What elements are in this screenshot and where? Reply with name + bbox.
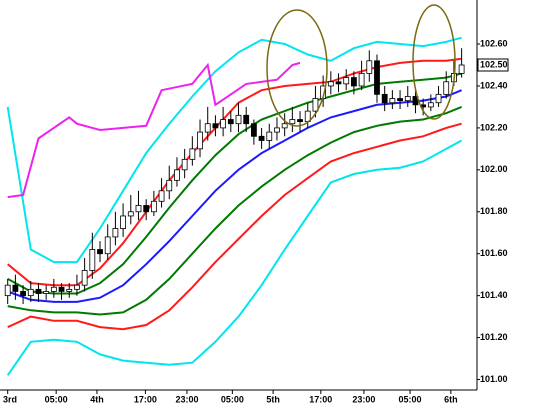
candle-body xyxy=(458,64,465,74)
candle-body xyxy=(158,190,165,202)
candle-body xyxy=(351,77,357,87)
candle-body xyxy=(135,205,142,213)
candle-body xyxy=(89,249,96,271)
candle-body xyxy=(258,135,265,141)
candle-body xyxy=(150,200,157,213)
x-tick-label: 17:00 xyxy=(309,394,332,404)
candle-body xyxy=(327,81,334,87)
candle-body xyxy=(104,236,111,255)
candle-body xyxy=(235,114,242,125)
candle-body xyxy=(366,60,373,74)
candle-body xyxy=(81,270,88,286)
candle-body xyxy=(58,286,65,292)
highlight-ellipse xyxy=(412,4,456,120)
candle-body xyxy=(127,211,134,217)
candle-body xyxy=(243,114,250,125)
candle-body xyxy=(381,93,388,104)
x-tick-label: 4th xyxy=(90,394,104,404)
candle-body xyxy=(35,288,42,294)
candle-body xyxy=(274,127,280,133)
highlight-ellipse xyxy=(266,9,328,127)
band-line xyxy=(6,139,463,376)
candle-body xyxy=(43,291,50,294)
band-line xyxy=(7,105,462,316)
current-price-box xyxy=(477,58,509,72)
candle-body xyxy=(397,98,403,102)
candle-body xyxy=(20,291,26,297)
current-price-label: 102.50 xyxy=(480,59,508,69)
candle-body xyxy=(343,77,350,85)
band-line xyxy=(6,36,462,264)
candle-body xyxy=(389,98,396,104)
y-tick-label: 101.20 xyxy=(480,332,508,342)
plot-area xyxy=(0,0,477,390)
x-tick-label: 05:00 xyxy=(221,394,244,404)
candle-body xyxy=(4,284,11,297)
x-tick-label: 05:00 xyxy=(399,394,422,404)
x-tick-label: 3rd xyxy=(3,394,17,404)
x-tick-label: 23:00 xyxy=(352,394,375,404)
x-tick-label: 5th xyxy=(266,394,280,404)
candle-body xyxy=(12,284,19,292)
candle-body xyxy=(204,123,211,133)
candle-body xyxy=(189,148,196,160)
x-tick-label: 05:00 xyxy=(45,394,68,404)
candle-body xyxy=(220,119,227,129)
candle-body xyxy=(50,286,57,292)
candle-body xyxy=(358,72,365,87)
candle-body xyxy=(212,123,219,129)
candle-body xyxy=(197,131,203,150)
band-line xyxy=(7,122,462,331)
candle-body xyxy=(335,81,342,85)
candle-body xyxy=(289,119,296,125)
candle-body xyxy=(143,205,150,213)
candle-body xyxy=(181,158,188,171)
candle-body xyxy=(227,119,234,125)
x-tick-label: 17:00 xyxy=(134,394,157,404)
candle-body xyxy=(74,284,80,290)
y-tick-label: 101.00 xyxy=(480,374,508,384)
x-tick-label: 6th xyxy=(444,394,458,404)
candle-body xyxy=(435,93,442,104)
candle-body xyxy=(27,288,34,297)
candle-body xyxy=(112,228,119,238)
candle-body xyxy=(312,98,319,112)
candle-body xyxy=(120,215,126,229)
candle-body xyxy=(174,169,180,181)
candle-body xyxy=(404,96,411,102)
candle-body xyxy=(297,119,303,123)
candle-body xyxy=(97,249,103,255)
candle-body xyxy=(281,123,288,129)
band-line xyxy=(7,61,301,199)
candle-body xyxy=(166,179,173,192)
candle-body xyxy=(66,288,73,292)
candles xyxy=(4,48,465,305)
candle-body xyxy=(374,60,380,95)
candle-body xyxy=(443,81,450,95)
y-tick-label: 101.60 xyxy=(480,248,508,258)
y-tick-label: 101.80 xyxy=(480,206,508,216)
y-tick-label: 102.20 xyxy=(480,122,508,132)
candle-body xyxy=(427,102,434,108)
y-tick-label: 102.40 xyxy=(480,80,508,90)
axes: 101.00 101.20 101.40 101.60 101.80 102.00 102.… xyxy=(3,38,509,404)
y-tick-label: 101.40 xyxy=(480,290,508,300)
x-tick-label: 23:00 xyxy=(175,394,198,404)
y-tick-label: 102.00 xyxy=(480,164,508,174)
candle-body xyxy=(250,123,257,137)
y-tick-label: 102.60 xyxy=(480,38,508,48)
candle-body xyxy=(266,131,273,141)
